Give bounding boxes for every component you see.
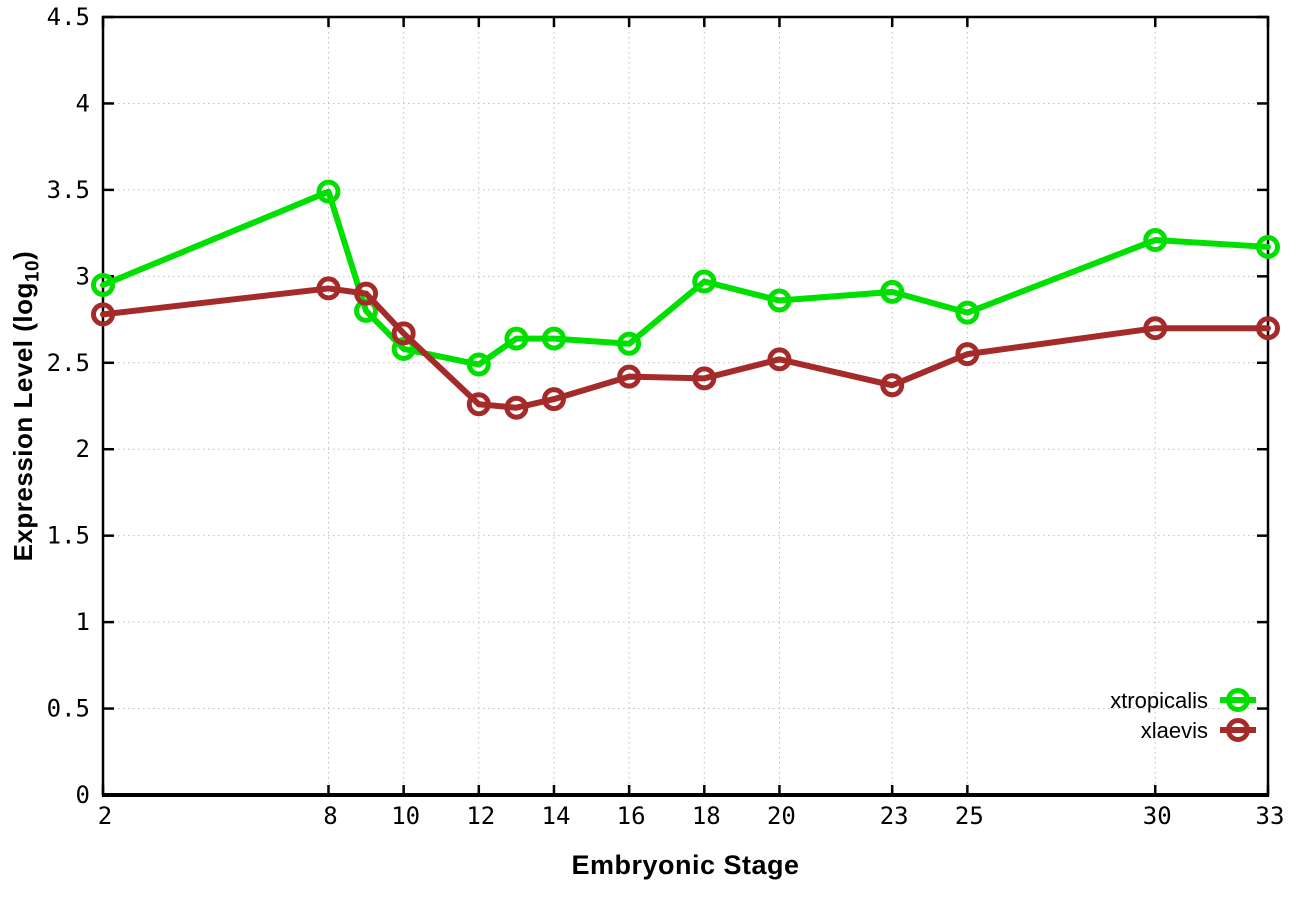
data-point-marker [541, 326, 566, 351]
data-point-marker [880, 279, 905, 304]
data-point-marker [316, 179, 341, 204]
data-point-marker [541, 387, 566, 412]
data-point-marker [1256, 316, 1280, 341]
data-point-marker [955, 342, 980, 367]
data-point-marker [316, 276, 341, 301]
data-point-marker [617, 364, 642, 389]
data-point-marker [391, 336, 416, 361]
legend-label-xtropicalis: xtropicalis [1110, 688, 1208, 713]
data-point-marker [354, 281, 379, 306]
x-tick-label: 8 [323, 802, 337, 830]
series-xlaevis [91, 276, 1280, 420]
legend-label-xlaevis: xlaevis [1141, 718, 1208, 743]
data-point-marker [504, 395, 529, 420]
data-point-marker [767, 347, 792, 372]
x-tick-label: 25 [955, 802, 984, 830]
y-tick-label: 3.5 [47, 176, 90, 204]
data-point-marker [504, 326, 529, 351]
legend-marker-xtropicalis [1220, 688, 1256, 712]
x-tick-label: 30 [1143, 802, 1172, 830]
data-point-marker [955, 300, 980, 325]
y-tick-label: 4 [76, 89, 90, 117]
y-tick-labels: 0 0.5 1 1.5 2 2.5 3 3.5 4 4.5 [47, 3, 90, 809]
series-line-xlaevis [100, 285, 1271, 411]
data-point-marker [91, 302, 115, 327]
data-point-marker [1143, 316, 1168, 341]
x-tick-label: 16 [617, 802, 646, 830]
x-tick-label: 18 [692, 802, 721, 830]
x-tick-label: 33 [1256, 802, 1285, 830]
x-tick-label: 2 [98, 802, 112, 830]
y-tick-label: 0.5 [47, 695, 90, 723]
x-tick-label: 10 [391, 802, 420, 830]
x-tick-label: 14 [542, 802, 571, 830]
y-tick-label: 2.5 [47, 349, 90, 377]
data-point-marker [692, 269, 717, 294]
y-tick-label: 3 [76, 262, 90, 290]
data-point-marker [767, 288, 792, 313]
data-point-marker [466, 392, 491, 417]
x-tick-label: 12 [466, 802, 495, 830]
y-tick-label: 2 [76, 435, 90, 463]
data-point-marker [91, 272, 115, 297]
series-xtropicalis [91, 179, 1280, 377]
x-axis-title: Embryonic Stage [571, 850, 800, 880]
y-tick-label: 0 [76, 781, 90, 809]
data-point-marker [880, 373, 905, 398]
legend-marker-xlaevis [1220, 718, 1256, 742]
gridlines [102, 16, 1269, 796]
data-point-marker [1256, 234, 1280, 259]
data-point-marker [466, 352, 491, 377]
data-point-marker [617, 331, 642, 356]
y-tick-label: 1.5 [47, 522, 90, 550]
x-tick-label: 23 [880, 802, 909, 830]
y-tick-label: 1 [76, 608, 90, 636]
plot-border [101, 15, 1270, 797]
x-tick-label: 20 [767, 802, 796, 830]
data-point-marker [692, 366, 717, 391]
axis-tick-marks [101, 15, 1270, 797]
y-tick-label: 4.5 [47, 3, 90, 31]
x-tick-labels: 2 8 10 12 14 16 18 20 23 25 30 33 [98, 802, 1285, 830]
data-point-marker [391, 321, 416, 346]
legend: xtropicalis xlaevis [1110, 688, 1256, 743]
data-point-marker [1143, 228, 1168, 253]
